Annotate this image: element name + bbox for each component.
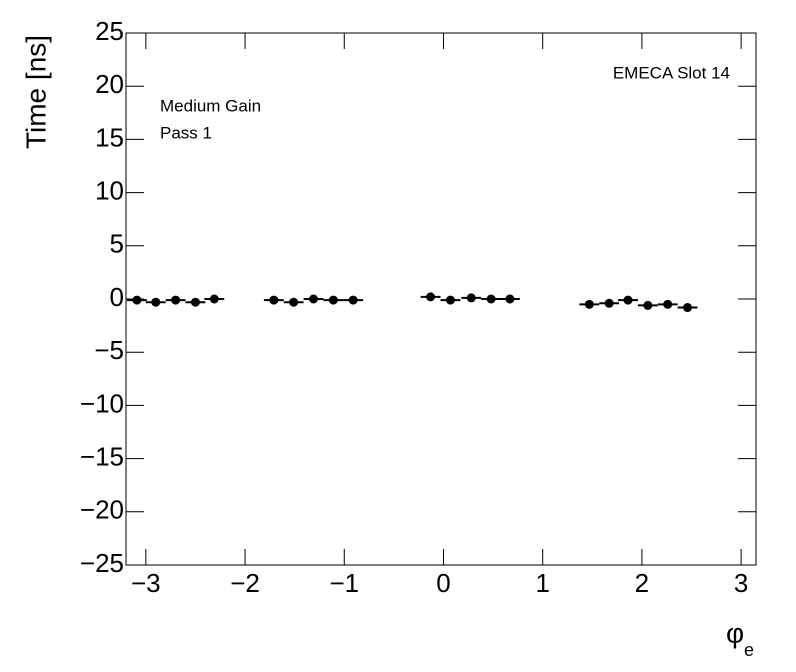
point	[663, 299, 673, 309]
point	[151, 297, 161, 307]
point	[348, 295, 358, 305]
point	[643, 300, 653, 310]
point	[604, 298, 614, 308]
point	[486, 294, 496, 304]
y-axis-label: Time [ns]	[20, 35, 51, 149]
y-tick-label: 0	[110, 282, 124, 312]
x-axis-label: φ	[726, 617, 744, 648]
annotation: Medium Gain	[160, 96, 261, 115]
point	[190, 297, 200, 307]
point	[584, 299, 594, 309]
y-tick-label: 20	[95, 69, 124, 99]
annotation: Pass 1	[160, 123, 212, 142]
y-tick-label: −20	[80, 495, 124, 525]
point	[505, 294, 515, 304]
point	[289, 297, 299, 307]
x-tick-label: 3	[734, 568, 748, 598]
y-tick-label: −5	[94, 335, 124, 365]
x-tick-label: −3	[131, 568, 161, 598]
x-tick-label: 2	[635, 568, 649, 598]
point	[426, 292, 436, 302]
annotation: EMECA Slot 14	[613, 63, 730, 82]
y-tick-label: 5	[110, 229, 124, 259]
y-tick-label: 10	[95, 175, 124, 205]
x-tick-label: −1	[329, 568, 359, 598]
x-axis-label-subscript: e	[744, 640, 754, 660]
point	[269, 295, 279, 305]
point	[132, 295, 142, 305]
point	[683, 303, 693, 313]
y-tick-label: 15	[95, 122, 124, 152]
y-tick-label: −10	[80, 388, 124, 418]
x-tick-label: 1	[535, 568, 549, 598]
point	[209, 294, 219, 304]
point	[309, 294, 319, 304]
point	[445, 295, 455, 305]
point	[466, 293, 476, 303]
point	[623, 295, 633, 305]
x-tick-label: −2	[230, 568, 260, 598]
x-tick-label: 0	[436, 568, 450, 598]
y-tick-label: −15	[80, 441, 124, 471]
point	[171, 295, 181, 305]
y-tick-label: −25	[80, 548, 124, 578]
point	[328, 295, 338, 305]
y-tick-label: 25	[95, 16, 124, 46]
